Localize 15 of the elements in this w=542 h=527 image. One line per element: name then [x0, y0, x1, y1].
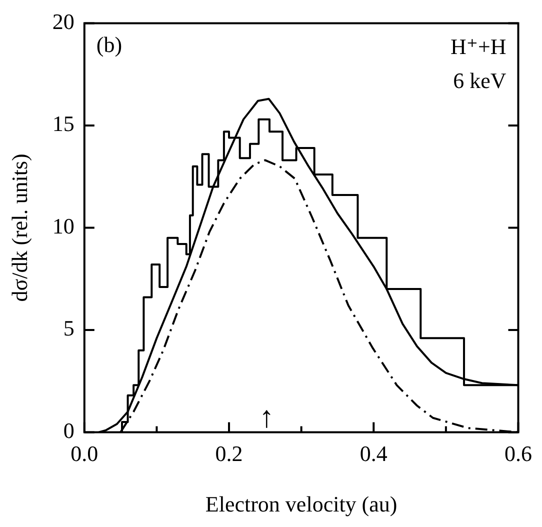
y-tick-label: 0 [63, 418, 74, 443]
y-tick-label: 10 [52, 213, 74, 238]
y-tick-label: 5 [63, 316, 74, 341]
annotation: ↑ [259, 401, 274, 434]
y-tick-label: 15 [52, 111, 74, 136]
x-tick-label: 0.4 [360, 441, 388, 466]
annotation: 6 keV [453, 68, 506, 93]
y-axis-title: dσ/dk (rel. units) [6, 154, 32, 302]
x-axis-title: Electron velocity (au) [205, 492, 398, 517]
annotation: (b) [96, 32, 122, 57]
annotation: H⁺+H [450, 34, 506, 59]
x-tick-label: 0.2 [215, 441, 243, 466]
x-tick-label: 0.0 [70, 441, 98, 466]
x-tick-label: 0.6 [504, 441, 532, 466]
y-tick-label: 20 [52, 8, 74, 34]
